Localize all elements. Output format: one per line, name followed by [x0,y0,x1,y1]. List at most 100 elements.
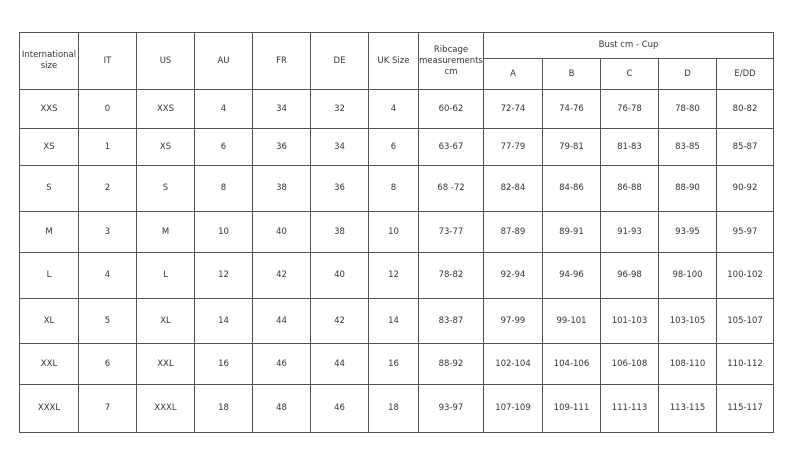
table-cell: 113-115 [658,384,717,433]
table-cell: XXS [136,89,195,129]
table-cell: 7 [78,384,137,433]
table-cell: 95-97 [715,211,775,253]
table-cell: 10 [368,211,419,253]
table-row: XL 5 XL 14 44 42 14 83-87 97-99 99-101 101-103 103-… [19,298,775,344]
header-it: IT [78,32,137,90]
table-cell: 6 [194,128,253,166]
table-cell: 6 [368,128,419,166]
table-cell: 18 [194,384,253,433]
header-cup-e-dd: E/DD [715,58,775,90]
table-cell: 2 [78,165,137,212]
table-cell: XS [136,128,195,166]
table-cell: 80-82 [715,89,775,129]
table-cell: 73-77 [418,211,484,253]
table-cell: XXXL [136,384,195,433]
table-row: L 4 L 12 42 40 12 78-82 92-94 94-96 96-98 98-100 100… [19,252,775,299]
table-cell: 8 [368,165,419,212]
table-cell: 84-86 [542,165,601,212]
table-cell: 42 [310,298,369,344]
table-cell: 94-96 [542,252,601,299]
table-cell: 3 [78,211,137,253]
table-cell: 12 [368,252,419,299]
table-cell: 34 [310,128,369,166]
table-cell: M [136,211,195,253]
table-row: S 2 S 8 38 36 8 68 -72 82-84 84-86 86-88 88-90 90-92 [19,165,775,212]
header-au: AU [194,32,253,90]
table-cell: 89-91 [542,211,601,253]
table-cell: 107-109 [483,384,543,433]
table-cell: XXS [19,89,79,129]
table-cell: XXL [19,343,79,385]
table-cell: 93-95 [658,211,717,253]
table-cell: 79-81 [542,128,601,166]
table-cell: 99-101 [542,298,601,344]
table-cell: 14 [368,298,419,344]
table-cell: 77-79 [483,128,543,166]
table-cell: 85-87 [715,128,775,166]
table-cell: 42 [252,252,311,299]
table-cell: 4 [368,89,419,129]
table-cell: 97-99 [483,298,543,344]
table-cell: 46 [252,343,311,385]
table-cell: 40 [310,252,369,299]
table-cell: 48 [252,384,311,433]
size-chart-table: International size IT US AU FR DE UK Siz… [19,32,775,433]
header-ribcage: Ribcage measurements cm [418,32,484,90]
table-cell: 8 [194,165,253,212]
header-cup-a: A [483,58,543,90]
table-cell: 44 [310,343,369,385]
table-cell: 86-88 [600,165,659,212]
table-cell: 81-83 [600,128,659,166]
table-cell: 76-78 [600,89,659,129]
table-cell: 109-111 [542,384,601,433]
table-cell: 115-117 [715,384,775,433]
table-cell: 91-93 [600,211,659,253]
table-cell: 46 [310,384,369,433]
table-cell: 63-67 [418,128,484,166]
table-cell: 88-92 [418,343,484,385]
table-cell: 12 [194,252,253,299]
table-cell: 18 [368,384,419,433]
table-cell: S [19,165,79,212]
table-cell: 74-76 [542,89,601,129]
header-cup-d: D [658,58,717,90]
table-cell: 32 [310,89,369,129]
table-row: XS 1 XS 6 36 34 6 63-67 77-79 79-81 81-83 83-85 85-8… [19,128,775,166]
table-cell: 4 [194,89,253,129]
table-cell: 104-106 [542,343,601,385]
table-cell: 100-102 [715,252,775,299]
table-cell: L [19,252,79,299]
table-cell: 88-90 [658,165,717,212]
table-row: XXS 0 XXS 4 34 32 4 60-62 72-74 74-76 76-78 78-80 80… [19,89,775,129]
table-cell: 1 [78,128,137,166]
table-cell: 14 [194,298,253,344]
table-cell: 10 [194,211,253,253]
table-cell: XL [136,298,195,344]
header-us: US [136,32,195,90]
table-cell: 40 [252,211,311,253]
table-cell: 103-105 [658,298,717,344]
table-cell: 82-84 [483,165,543,212]
table-cell: XL [19,298,79,344]
table-cell: 102-104 [483,343,543,385]
table-cell: 38 [310,211,369,253]
table-row: M 3 M 10 40 38 10 73-77 87-89 89-91 91-93 93-95 95-9… [19,211,775,253]
header-cup-c: C [600,58,659,90]
header-fr: FR [252,32,311,90]
table-cell: 105-107 [715,298,775,344]
table-cell: 90-92 [715,165,775,212]
table-cell: 38 [252,165,311,212]
table-cell: XXL [136,343,195,385]
table-cell: 92-94 [483,252,543,299]
table-row: XXXL 7 XXXL 18 48 46 18 93-97 107-109 109-111 111-… [19,384,775,433]
table-row: XXL 6 XXL 16 46 44 16 88-92 102-104 104-106 106-10… [19,343,775,385]
table-cell: 78-80 [658,89,717,129]
table-cell: 93-97 [418,384,484,433]
header-international-size: International size [19,32,79,90]
table-cell: 68 -72 [418,165,484,212]
table-cell: 44 [252,298,311,344]
table-cell: S [136,165,195,212]
table-cell: 5 [78,298,137,344]
table-cell: M [19,211,79,253]
table-cell: 101-103 [600,298,659,344]
